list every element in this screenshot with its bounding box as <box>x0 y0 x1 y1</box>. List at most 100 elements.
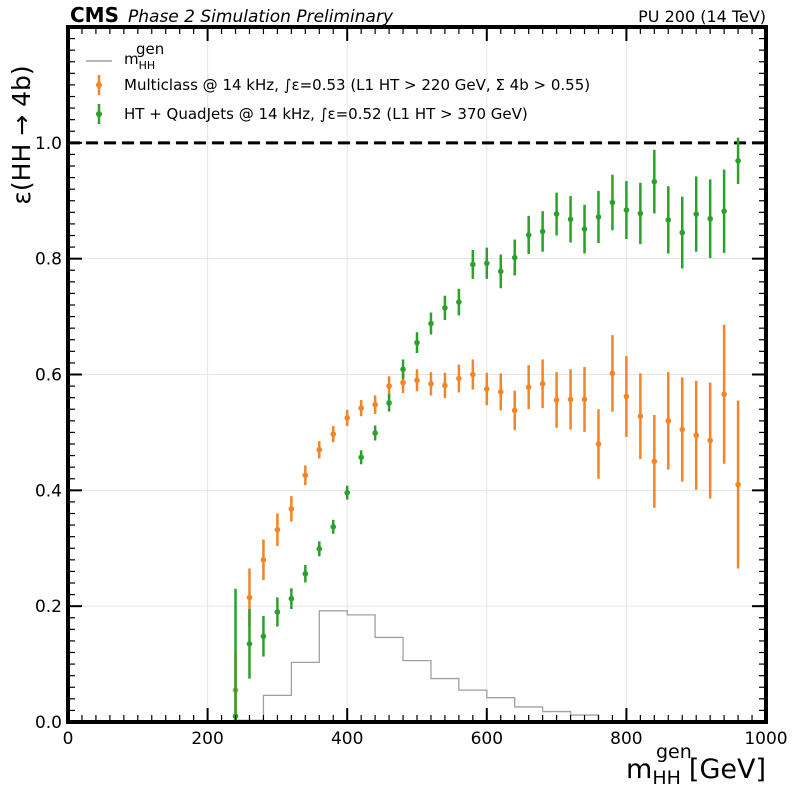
y-axis-title: ε(HH → 4b) <box>7 65 36 204</box>
y-tick-label: 1.0 <box>35 134 62 154</box>
data-point <box>581 226 588 232</box>
data-point <box>539 228 546 235</box>
data-point <box>246 594 253 601</box>
legend-gen-sup: gen <box>136 40 164 58</box>
data-point <box>525 384 532 391</box>
x-axis-title-sub: HH <box>652 767 681 788</box>
data-point <box>358 454 364 461</box>
data-point <box>470 371 476 378</box>
legend-multiclass-swatch <box>96 75 102 95</box>
data-point <box>344 489 351 496</box>
data-point <box>637 413 644 420</box>
data-point <box>665 418 672 424</box>
data-point <box>372 401 378 408</box>
data-point <box>456 375 462 382</box>
x-tick-label: 200 <box>191 729 223 749</box>
cms-subtitle: Phase 2 Simulation Preliminary <box>128 7 394 27</box>
data-point <box>553 397 560 403</box>
data-point <box>665 217 672 223</box>
x-tick-label: 400 <box>331 729 363 749</box>
efficiency-series <box>232 137 741 722</box>
data-point <box>511 407 518 414</box>
data-point <box>260 633 267 640</box>
x-tick-label: 800 <box>610 729 642 749</box>
data-point <box>679 426 686 433</box>
data-point <box>595 441 602 447</box>
data-point <box>400 379 406 386</box>
y-tick-label: 0.8 <box>35 250 62 270</box>
data-point <box>372 430 378 436</box>
y-tick-label: 0.0 <box>35 713 62 733</box>
x-axis-title: mHH [GeV] <box>626 754 766 788</box>
legend-gen-sub: HH <box>139 59 156 72</box>
data-point <box>637 210 644 217</box>
axis-ticks <box>67 27 767 723</box>
data-point <box>553 211 560 217</box>
data-point <box>497 268 504 275</box>
data-point <box>497 389 504 395</box>
data-point <box>400 366 406 373</box>
pileup-label: PU 200 (14 TeV) <box>638 7 766 26</box>
data-point <box>511 254 518 261</box>
data-point <box>735 481 741 488</box>
data-point <box>470 261 476 268</box>
gen-histogram-step <box>234 610 600 722</box>
x-tick-label: 0 <box>63 729 74 749</box>
data-point <box>679 229 686 236</box>
x-axis-title-unit: [GeV] <box>689 754 766 785</box>
data-point <box>721 208 727 214</box>
y-tick-label: 0.4 <box>35 481 62 501</box>
data-point <box>484 386 490 392</box>
data-point <box>316 546 323 552</box>
cms-label: CMS <box>70 3 119 27</box>
data-point <box>344 415 351 421</box>
data-point <box>442 382 448 389</box>
data-point <box>260 557 267 563</box>
axis-tick-labels: 0 200 400 600 800 1000 0.0 0.2 0.4 0.6 0.8 1.0 <box>35 134 788 749</box>
data-point <box>567 396 574 403</box>
data-point <box>358 405 364 411</box>
data-point <box>246 641 253 647</box>
data-point <box>456 299 462 305</box>
data-point <box>623 207 630 213</box>
data-point <box>288 506 295 512</box>
data-point <box>302 570 309 577</box>
data-point <box>609 199 616 206</box>
data-point <box>581 396 588 403</box>
gen-mass-histogram <box>234 610 600 722</box>
legend-htquad-swatch <box>96 104 102 124</box>
series-green <box>232 137 741 722</box>
data-point <box>274 526 281 533</box>
data-point <box>539 380 546 387</box>
data-point <box>707 437 713 444</box>
data-point <box>428 320 434 327</box>
data-point <box>484 260 490 267</box>
data-point <box>302 472 309 479</box>
legend-gen-main: m <box>124 50 139 68</box>
data-point <box>651 178 658 185</box>
data-point <box>693 432 699 439</box>
data-point <box>693 211 699 217</box>
x-tick-label: 1000 <box>744 729 787 749</box>
y-tick-label: 0.6 <box>35 366 62 386</box>
legend-htquad-label: HT + QuadJets @ 14 kHz, ∫ε=0.52 (L1 HT >… <box>124 105 528 123</box>
x-axis-title-main: m <box>626 754 652 785</box>
data-point <box>288 595 295 602</box>
y-tick-label: 0.2 <box>35 597 62 617</box>
x-tick-label: 600 <box>471 729 503 749</box>
data-point <box>651 458 658 465</box>
data-point <box>330 524 337 530</box>
data-point <box>609 370 616 377</box>
data-point <box>274 609 281 615</box>
x-axis-title-sup: gen <box>656 741 692 763</box>
data-point <box>525 232 532 238</box>
legend: mHH gen Multiclass @ 14 kHz, ∫ε=0.53 (L1… <box>86 40 590 124</box>
data-point <box>386 400 392 406</box>
data-point <box>623 393 630 400</box>
data-point <box>567 216 574 223</box>
data-point <box>735 157 741 164</box>
data-point <box>595 214 602 220</box>
data-point <box>721 391 727 397</box>
data-point <box>428 380 434 387</box>
